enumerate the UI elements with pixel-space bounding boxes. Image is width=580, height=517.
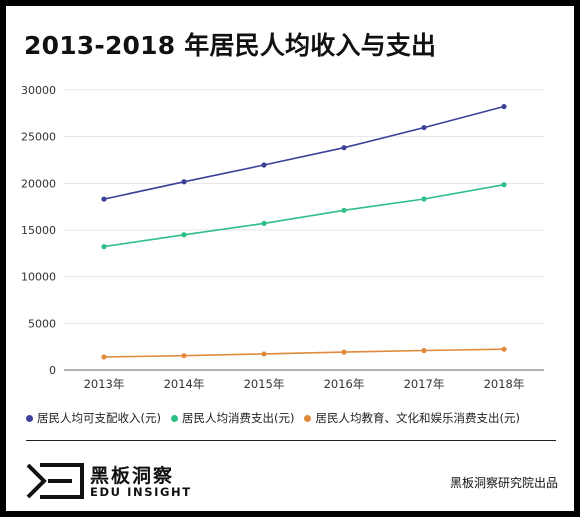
x-tick-label: 2013年 xyxy=(84,377,125,391)
footer-credit: 黑板洞察研究院出品 xyxy=(449,476,558,490)
y-tick-label: 5000 xyxy=(28,317,56,330)
data-point xyxy=(101,196,107,202)
legend-label: 居民人均教育、文化和娱乐消费支出(元) xyxy=(315,411,520,425)
data-point xyxy=(101,244,107,250)
data-point xyxy=(101,354,107,360)
series-line xyxy=(103,105,505,200)
data-point xyxy=(501,103,507,110)
line-chart: 0 5000 10000 15000 20000 25000 30000 2013年 2014… xyxy=(21,84,544,391)
data-point xyxy=(181,179,187,185)
legend-item: 居民人均消费支出(元) xyxy=(170,410,295,426)
x-tick-label: 2016年 xyxy=(324,377,365,391)
chart-legend: 居民人均可支配收入(元) 居民人均消费支出(元) 居民人均教育、文化和娱乐消费支出(… xyxy=(26,410,520,426)
data-point xyxy=(261,162,267,168)
data-point xyxy=(181,232,187,238)
legend-marker xyxy=(170,414,178,422)
y-tick-label: 25000 xyxy=(21,131,56,144)
series-line xyxy=(103,348,505,358)
legend-marker xyxy=(26,414,33,422)
data-point xyxy=(501,346,507,352)
data-point xyxy=(421,196,427,202)
series-line xyxy=(103,183,505,248)
legend-marker xyxy=(304,414,312,422)
brand-name-en: EDU INSIGHT xyxy=(90,485,192,499)
y-tick-label: 0 xyxy=(49,364,56,377)
data-point xyxy=(341,349,347,355)
legend-label: 居民人均消费支出(元) xyxy=(181,411,295,425)
x-tick-label: 2017年 xyxy=(404,377,445,391)
chart-card: 2013-2018 年居民人均收入与支出 0 5000 10000 15000 2000… xyxy=(6,6,574,511)
chart-title: 2013-2018 年居民人均收入与支出 xyxy=(24,31,437,60)
data-point xyxy=(421,124,427,131)
footer-divider xyxy=(26,440,556,441)
x-tick-label: 2018年 xyxy=(484,377,525,391)
x-tick-label: 2015年 xyxy=(244,377,285,391)
data-point xyxy=(501,182,507,188)
data-point xyxy=(181,353,187,359)
y-tick-label: 20000 xyxy=(21,177,56,190)
data-point xyxy=(421,347,427,354)
y-tick-label: 30000 xyxy=(21,84,56,97)
legend-label: 居民人均可支配收入(元) xyxy=(37,411,161,425)
y-tick-label: 15000 xyxy=(21,224,56,237)
x-tick-label: 2014年 xyxy=(164,377,205,391)
brand-name-cn: 黑板洞察 xyxy=(90,465,175,487)
data-point xyxy=(261,220,267,226)
data-point xyxy=(341,207,347,213)
data-point xyxy=(341,145,347,151)
y-tick-label: 10000 xyxy=(21,271,56,284)
legend-item: 居民人均教育、文化和娱乐消费支出(元) xyxy=(304,410,520,426)
data-point xyxy=(261,351,267,357)
legend-item: 居民人均可支配收入(元) xyxy=(26,410,161,426)
edu-insight-logo-icon xyxy=(26,463,84,499)
